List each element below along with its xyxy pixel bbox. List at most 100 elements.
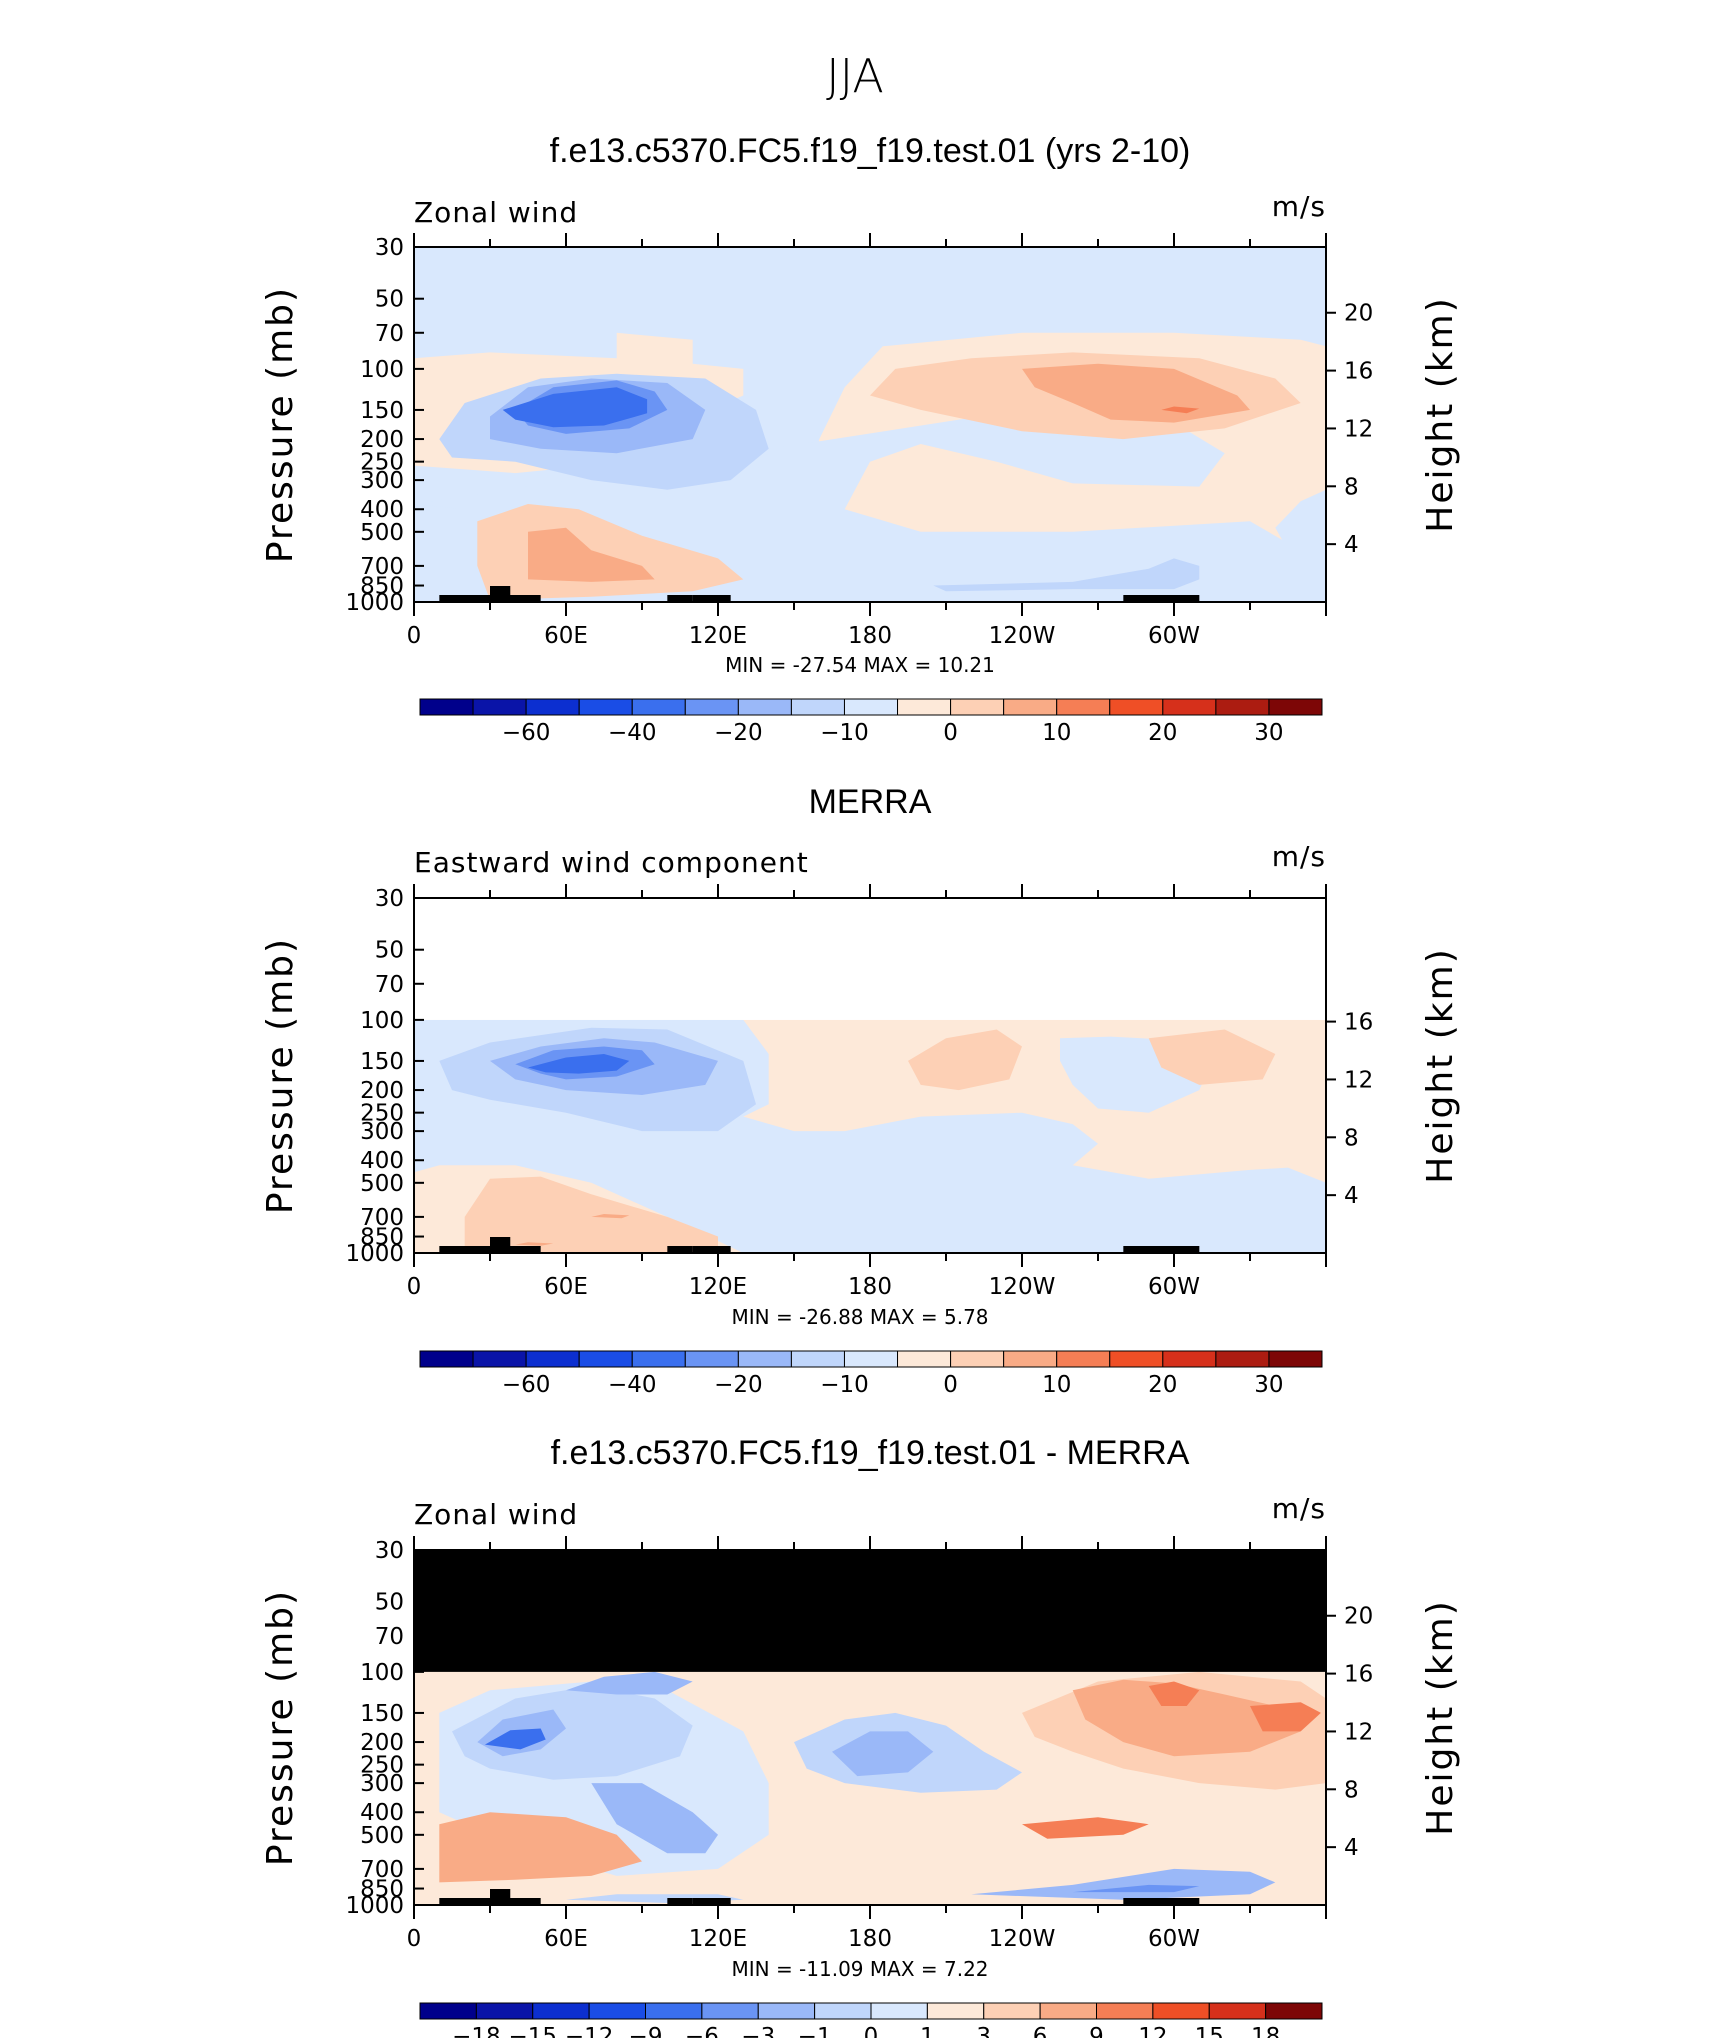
colorbar-swatch — [1268, 1350, 1323, 1368]
x-tick-label: 180 — [848, 623, 892, 649]
y-tick-label: 250 — [360, 1101, 404, 1127]
x-tick-label: 180 — [848, 1274, 892, 1300]
colorbar-tick-label: −9 — [629, 2024, 663, 2038]
contour-region — [971, 1868, 1276, 1900]
topography — [667, 1246, 693, 1253]
contour-area — [414, 1550, 1326, 1905]
contour-region — [933, 558, 1200, 592]
colorbar-tick-label: −1 — [798, 2024, 832, 2038]
contour-region — [1072, 1884, 1200, 1893]
y-tick-label: 200 — [360, 1730, 404, 1756]
colorbar-swatch — [814, 2002, 872, 2020]
y-axis-label: Pressure (mb) — [260, 937, 301, 1214]
y-tick-label: 150 — [360, 1701, 404, 1727]
colorbar-tick-label: −60 — [502, 720, 551, 746]
contour-region — [484, 1728, 546, 1750]
colorbar-swatch — [950, 698, 1005, 716]
contour-region — [528, 527, 655, 582]
units-label: m/s — [1272, 190, 1326, 223]
colorbar-swatch — [1162, 698, 1217, 716]
y-tick-label: 200 — [360, 427, 404, 453]
x-tick-label: 120W — [989, 1274, 1056, 1300]
y-tick-label: 1000 — [345, 590, 404, 616]
x-tick-label: 60E — [544, 1926, 588, 1952]
x-tick-label: 180 — [848, 1926, 892, 1952]
topography — [490, 1898, 541, 1905]
topography — [1123, 1246, 1200, 1253]
contour-region — [908, 1029, 1022, 1091]
colorbar-tick-label: 30 — [1254, 720, 1283, 746]
y-tick-label: 500 — [360, 1171, 404, 1197]
right-tick-label: 4 — [1344, 1835, 1359, 1861]
colorbar-tick-label: 9 — [1089, 2024, 1104, 2038]
y-axis-label-right: Height (km) — [1420, 296, 1461, 532]
contour-region — [528, 1054, 630, 1074]
y-tick-label: 150 — [360, 398, 404, 424]
colorbar-tick-label: 15 — [1195, 2024, 1224, 2038]
topography — [692, 1898, 731, 1905]
colorbar-tick-label: −20 — [714, 720, 763, 746]
colorbar-tick-label: 30 — [1254, 1372, 1283, 1398]
topography — [490, 1237, 511, 1253]
variable-label: Zonal wind — [414, 1498, 578, 1531]
colorbar-tick-label: −18 — [452, 2024, 501, 2038]
y-tick-label: 250 — [360, 450, 404, 476]
topography — [490, 586, 511, 602]
colorbar-swatch — [790, 698, 845, 716]
colorbar-swatch — [737, 698, 792, 716]
colorbar-swatch — [1152, 2002, 1210, 2020]
y-tick-label: 850 — [360, 1225, 404, 1251]
contour-region — [414, 403, 1326, 602]
y-tick-label: 300 — [360, 468, 404, 494]
colorbar-swatch — [1003, 1350, 1058, 1368]
contour-region — [591, 1214, 630, 1219]
contour-region — [1250, 1702, 1321, 1732]
colorbar-tick-label: 6 — [1033, 2024, 1048, 2038]
colorbar-swatch — [926, 2002, 985, 2020]
colorbar-swatch — [578, 698, 633, 716]
y-tick-label: 200 — [360, 1078, 404, 1104]
y-tick-label: 70 — [375, 972, 404, 998]
y-tick-label: 400 — [360, 1800, 404, 1826]
colorbar-tick-label: 3 — [976, 2024, 991, 2038]
topography — [667, 1898, 693, 1905]
colorbar-swatch — [684, 698, 739, 716]
contour-region — [439, 1812, 642, 1883]
y-tick-label: 300 — [360, 1119, 404, 1145]
colorbar-swatch — [1265, 2002, 1323, 2020]
right-tick-label: 16 — [1344, 1010, 1373, 1036]
x-tick-label: 0 — [407, 623, 422, 649]
variable-label: Eastward wind component — [414, 846, 809, 879]
contour-region — [591, 1783, 718, 1854]
y-tick-label: 150 — [360, 1049, 404, 1075]
y-tick-label: 50 — [375, 938, 404, 964]
y-tick-label: 400 — [360, 1148, 404, 1174]
right-tick-label: 20 — [1344, 1604, 1373, 1630]
y-axis-label: Pressure (mb) — [260, 286, 301, 563]
x-tick-label: 120E — [689, 623, 747, 649]
panel-3: f.e13.c5370.FC5.f19_f19.test.01 - MERRA Z… — [260, 1434, 1461, 2038]
x-tick-label: 120W — [989, 623, 1056, 649]
topography — [439, 595, 516, 602]
topography — [1123, 595, 1200, 602]
right-tick-label: 8 — [1344, 474, 1359, 500]
x-tick-label: 120E — [689, 1926, 747, 1952]
y-tick-label: 700 — [360, 1857, 404, 1883]
colorbar-tick-label: −40 — [608, 1372, 657, 1398]
colorbar-swatch — [1215, 698, 1270, 716]
colorbar-tick-label: −60 — [502, 1372, 551, 1398]
colorbar-swatch — [1003, 698, 1058, 716]
contour-area — [414, 898, 1326, 1253]
right-tick-label: 12 — [1344, 416, 1373, 442]
y-axis-label-right: Height (km) — [1420, 947, 1461, 1183]
y-tick-label: 30 — [375, 1538, 404, 1564]
colorbar-swatch — [843, 698, 899, 716]
y-tick-label: 1000 — [345, 1893, 404, 1919]
y-tick-label: 100 — [360, 1660, 404, 1686]
y-axis-label: Pressure (mb) — [260, 1589, 301, 1866]
colorbar-tick-label: −3 — [741, 2024, 775, 2038]
contour-region — [1148, 1681, 1200, 1706]
colorbar-swatch — [950, 1350, 1005, 1368]
figure-title: JJA — [826, 49, 884, 103]
